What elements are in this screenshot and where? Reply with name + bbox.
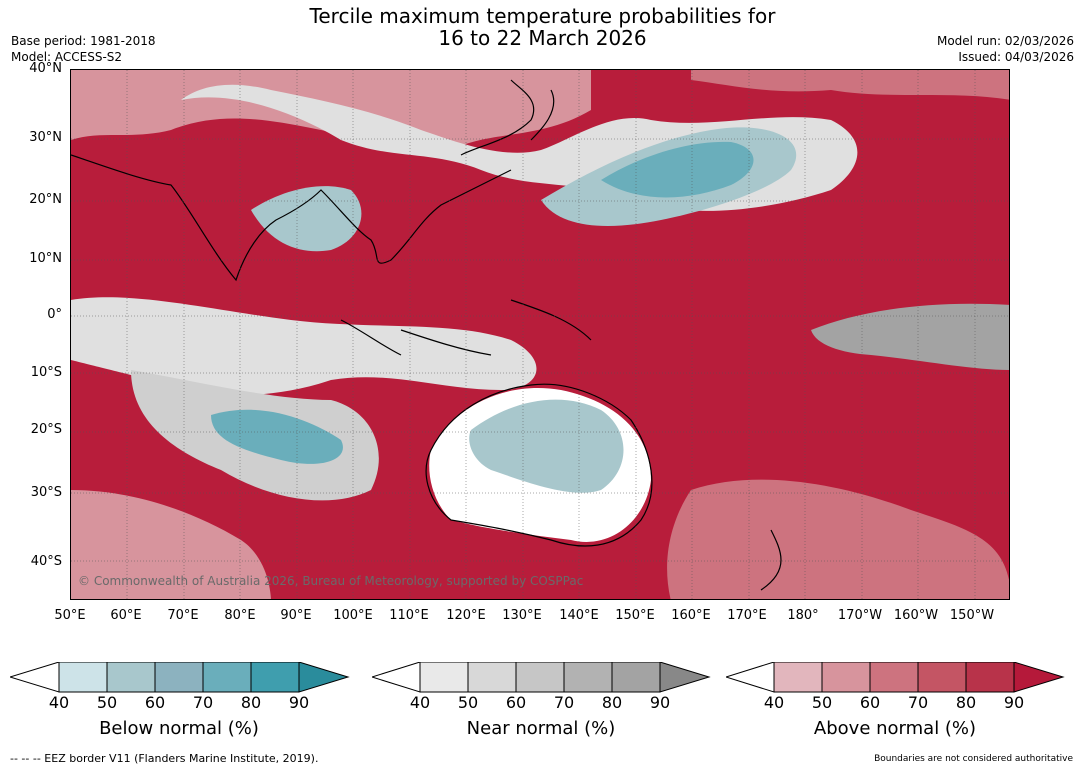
above-swatch-50-60 bbox=[821, 662, 871, 693]
lat-label-20n: 20°N bbox=[29, 192, 62, 207]
light-above-zone-southeast bbox=[667, 479, 1009, 599]
lon-label-160e: 160°E bbox=[671, 608, 711, 623]
lat-label-30n: 30°N bbox=[29, 130, 62, 145]
above-colorbar-upper-extension bbox=[1013, 662, 1065, 693]
lon-label-120e: 120°E bbox=[446, 608, 486, 623]
lon-label-160w: 160°W bbox=[893, 608, 939, 623]
below-colorbar-upper-extension bbox=[298, 662, 350, 693]
lon-label-180: 180° bbox=[787, 608, 819, 623]
below-colorbar-lower-extension bbox=[10, 662, 60, 693]
coastlines bbox=[71, 79, 782, 591]
above-swatch-40-50 bbox=[773, 662, 823, 693]
lon-label-60e: 60°E bbox=[110, 608, 142, 623]
near-swatch-40-50 bbox=[419, 662, 469, 693]
below-tick-40: 40 bbox=[48, 693, 70, 712]
light-above-zone-ne bbox=[691, 70, 1009, 100]
map-graphic bbox=[71, 70, 1009, 599]
model-name: Model: ACCESS-S2 bbox=[11, 50, 123, 64]
near-tick-70: 70 bbox=[553, 693, 575, 712]
lon-label-170e: 170°E bbox=[727, 608, 767, 623]
above-tick-70: 70 bbox=[907, 693, 929, 712]
near-colorbar-lower-extension bbox=[372, 662, 421, 693]
lon-label-130e: 130°E bbox=[502, 608, 542, 623]
lon-label-150w: 150°W bbox=[949, 608, 995, 623]
australia-below-core bbox=[469, 399, 624, 493]
below-swatch-50-60 bbox=[106, 662, 156, 693]
below-tick-60: 60 bbox=[144, 693, 166, 712]
lon-label-150e: 150°E bbox=[615, 608, 655, 623]
near-colorbar-title: Near normal (%) bbox=[466, 718, 616, 739]
above-tick-60: 60 bbox=[859, 693, 881, 712]
near-tick-40: 40 bbox=[409, 693, 431, 712]
lat-label-10s: 10°S bbox=[30, 365, 62, 380]
light-above-zone-southwest bbox=[71, 490, 271, 599]
lon-label-50e: 50°E bbox=[54, 608, 86, 623]
lon-label-100e: 100°E bbox=[333, 608, 373, 623]
below-tick-90: 90 bbox=[288, 693, 310, 712]
lat-label-10n: 10°N bbox=[29, 251, 62, 266]
above-normal-colorbar bbox=[726, 662, 1065, 693]
lon-label-170w: 170°W bbox=[837, 608, 883, 623]
title-line-1: Tercile maximum temperature probabilitie… bbox=[309, 4, 776, 28]
below-tick-50: 50 bbox=[96, 693, 118, 712]
below-normal-colorbar bbox=[10, 662, 350, 693]
eez-note: -- -- -- EEZ border V11 (Flanders Marine… bbox=[10, 752, 319, 765]
map-title: Tercile maximum temperature probabilitie… bbox=[0, 5, 1085, 49]
near-tick-80: 80 bbox=[601, 693, 623, 712]
above-colorbar-lower-extension bbox=[726, 662, 775, 693]
above-tick-50: 50 bbox=[811, 693, 833, 712]
near-normal-zone-indian-ocean bbox=[71, 297, 537, 395]
lon-label-70e: 70°E bbox=[167, 608, 199, 623]
title-line-2: 16 to 22 March 2026 bbox=[438, 26, 647, 50]
lon-label-80e: 80°E bbox=[224, 608, 256, 623]
near-swatch-50-60 bbox=[467, 662, 517, 693]
lat-label-40s: 40°S bbox=[30, 554, 62, 569]
above-swatch-70-80 bbox=[917, 662, 967, 693]
near-swatch-70-80 bbox=[563, 662, 613, 693]
lat-label-40n: 40°N bbox=[29, 61, 62, 76]
model-run: Model run: 02/03/2026 bbox=[936, 34, 1074, 48]
below-swatch-40-50 bbox=[58, 662, 108, 693]
run-info: Model run: 02/03/2026 Issued: 04/03/2026 bbox=[937, 33, 1074, 65]
below-colorbar-title: Below normal (%) bbox=[99, 718, 259, 739]
below-swatch-70-80 bbox=[202, 662, 252, 693]
copyright-notice: © Commonwealth of Australia 2026, Bureau… bbox=[78, 574, 584, 588]
issued-date: Issued: 04/03/2026 bbox=[958, 50, 1074, 64]
lat-label-eq: 0° bbox=[47, 307, 62, 322]
above-tick-80: 80 bbox=[955, 693, 977, 712]
below-normal-zone-south-indian bbox=[211, 409, 343, 464]
below-tick-80: 80 bbox=[240, 693, 262, 712]
above-colorbar-title: Above normal (%) bbox=[813, 718, 977, 739]
lon-label-110e: 110°E bbox=[389, 608, 429, 623]
base-period: Base period: 1981-2018 bbox=[11, 34, 156, 48]
below-normal-core-pacific bbox=[601, 141, 754, 198]
above-swatch-80-90 bbox=[965, 662, 1015, 693]
below-normal-zone-seasia bbox=[251, 186, 362, 252]
above-tick-90: 90 bbox=[1003, 693, 1025, 712]
near-tick-50: 50 bbox=[457, 693, 479, 712]
near-tick-90: 90 bbox=[649, 693, 671, 712]
above-swatch-60-70 bbox=[869, 662, 919, 693]
lat-label-20s: 20°S bbox=[30, 422, 62, 437]
above-tick-40: 40 bbox=[763, 693, 785, 712]
below-swatch-80-90 bbox=[250, 662, 300, 693]
probability-map bbox=[70, 69, 1010, 600]
near-swatch-60-70 bbox=[515, 662, 565, 693]
graticule bbox=[71, 70, 1009, 599]
near-swatch-80-90 bbox=[611, 662, 661, 693]
near-normal-colorbar bbox=[372, 662, 711, 693]
below-tick-70: 70 bbox=[192, 693, 214, 712]
near-normal-zone-east-pacific bbox=[811, 303, 1009, 370]
boundaries-note: Boundaries are not considered authoritat… bbox=[874, 754, 1073, 764]
lon-label-140e: 140°E bbox=[559, 608, 599, 623]
lat-label-30s: 30°S bbox=[30, 485, 62, 500]
near-tick-60: 60 bbox=[505, 693, 527, 712]
model-info: Base period: 1981-2018 Model: ACCESS-S2 bbox=[11, 33, 156, 65]
below-swatch-60-70 bbox=[154, 662, 204, 693]
near-colorbar-upper-extension bbox=[659, 662, 711, 693]
lon-label-90e: 90°E bbox=[280, 608, 312, 623]
